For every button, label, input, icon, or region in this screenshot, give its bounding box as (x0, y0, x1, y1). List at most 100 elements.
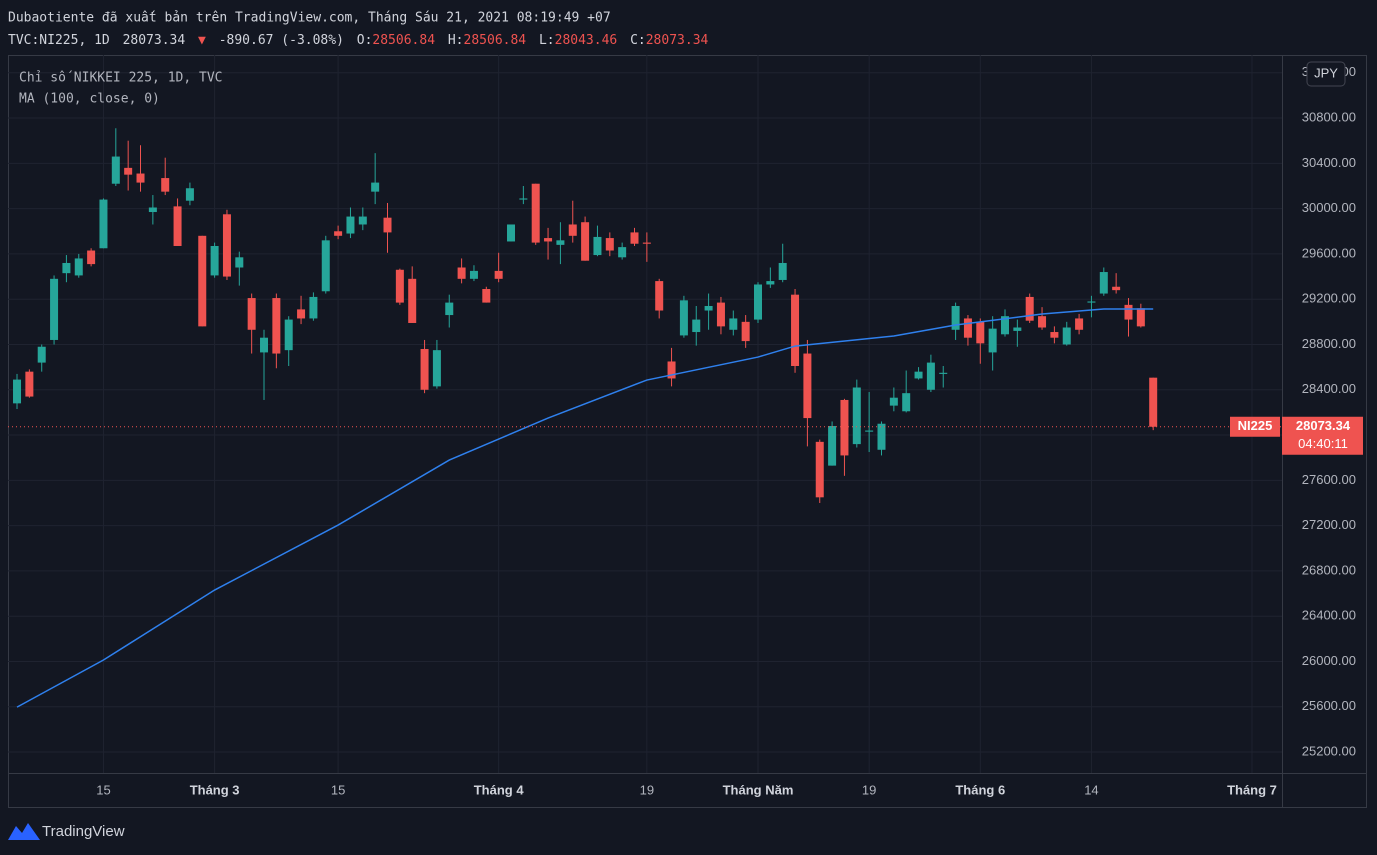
y-tick-label: 30800.00 (1302, 109, 1356, 124)
candle-body (469, 270, 478, 279)
candle-body (346, 216, 355, 234)
x-tick-label: Tháng 3 (190, 782, 240, 797)
candle-body (926, 362, 935, 390)
h-value: 28506.84 (464, 33, 527, 48)
y-tick-label: 30000.00 (1302, 200, 1356, 215)
candle-body (247, 298, 256, 330)
y-tick-label: 28400.00 (1302, 381, 1356, 396)
candle-body (1025, 296, 1034, 321)
candle-body (235, 257, 244, 268)
candle-body (568, 224, 577, 236)
candle-body (840, 399, 849, 456)
candle-body (963, 318, 972, 338)
candle-body (1124, 304, 1133, 320)
candle-body (420, 349, 429, 390)
candle-body (1000, 316, 1009, 335)
l-label: L: (539, 33, 555, 48)
candle-body (951, 305, 960, 330)
candle-body (74, 258, 83, 276)
brand: TradingView (42, 823, 125, 840)
y-tick-label: 29600.00 (1302, 245, 1356, 260)
candle-body (309, 296, 318, 319)
candle-body (371, 182, 380, 192)
x-tick-label: Tháng 6 (955, 782, 1005, 797)
candle-body (37, 346, 46, 363)
candle-body (50, 278, 59, 340)
x-tick-label: Tháng Năm (723, 782, 794, 797)
candle-body (519, 198, 528, 200)
symbol: TVC:NI225, 1D (8, 33, 110, 48)
candle-body (457, 267, 466, 279)
candle-body (914, 371, 923, 379)
candle-body (716, 302, 725, 327)
candle-body (1050, 332, 1059, 338)
candle-body (210, 245, 219, 276)
published-line: Dubaotiente đã xuất bản trên TradingView… (8, 11, 611, 26)
candle-body (544, 238, 553, 242)
y-tick-label: 25200.00 (1302, 743, 1356, 758)
currency[interactable]: JPY (1314, 65, 1338, 80)
symbol-line: TVC:NI225, 1D 28073.34 ▼ -890.67 (-3.08%… (8, 33, 709, 48)
ma-line (16, 308, 1154, 708)
candle-body (741, 321, 750, 342)
currency-button[interactable] (1306, 61, 1346, 87)
candle-body (556, 240, 565, 245)
change-arrow: ▼ (198, 33, 206, 48)
candle-body (25, 371, 34, 397)
candle-body (494, 270, 503, 279)
x-tick-label: 15 (331, 782, 345, 797)
candle-body (729, 318, 738, 330)
c-value: 28073.34 (646, 33, 709, 48)
candle-body (791, 294, 800, 366)
y-tick-label: 27600.00 (1302, 472, 1356, 487)
candle-body (865, 430, 874, 432)
candle-body (1075, 318, 1084, 330)
candle-body (260, 337, 269, 353)
candle-body (939, 372, 948, 374)
candle-body (62, 262, 71, 274)
candle-body (198, 235, 207, 327)
candle-body (889, 397, 898, 406)
candle-body (1149, 377, 1158, 427)
x-tick-label: 15 (96, 782, 110, 797)
candle-body (642, 242, 651, 244)
grid (8, 55, 1282, 773)
candle-body (1013, 327, 1022, 331)
legend-title: Chỉ số NIKKEI 225, 1D, TVC (19, 71, 223, 86)
y-tick-label: 26000.00 (1302, 653, 1356, 668)
candle-body (136, 173, 145, 183)
candle-body (334, 231, 343, 236)
candle-body (432, 350, 441, 387)
x-tick-label: 19 (640, 782, 654, 797)
o-value: 28506.84 (372, 33, 435, 48)
candle-body (766, 281, 775, 285)
candle-body (111, 156, 120, 184)
candle-body (383, 217, 392, 233)
candle-body (173, 206, 182, 246)
price-tag-name-bg (1230, 416, 1280, 437)
y-tick-label: 27200.00 (1302, 517, 1356, 532)
candle-body (272, 298, 281, 354)
candle-body (902, 393, 911, 412)
price-tag-name: NI225 (1238, 418, 1273, 433)
candle-body (445, 302, 454, 316)
candle-body (803, 353, 812, 419)
brand-logo: TradingView (8, 823, 125, 840)
y-tick-label: 29200.00 (1302, 291, 1356, 306)
axes: 25200.00 25600.00 26000.00 26400.00 26800.00… (96, 64, 1363, 797)
h-label: H: (448, 33, 464, 48)
legend-ma: MA (100, close, 0) (19, 92, 160, 107)
y-tick-label: 30400.00 (1302, 155, 1356, 170)
c-label: C: (630, 33, 646, 48)
candle-body (87, 250, 96, 265)
candle-body (284, 319, 293, 351)
y-tick-label: 25600.00 (1302, 698, 1356, 713)
candle-body (828, 426, 837, 466)
candle-body (593, 236, 602, 256)
candle-body (1038, 316, 1047, 328)
candle-body (605, 238, 614, 251)
candle-body (667, 361, 676, 379)
candle-body (976, 321, 985, 344)
plot (8, 128, 1282, 708)
